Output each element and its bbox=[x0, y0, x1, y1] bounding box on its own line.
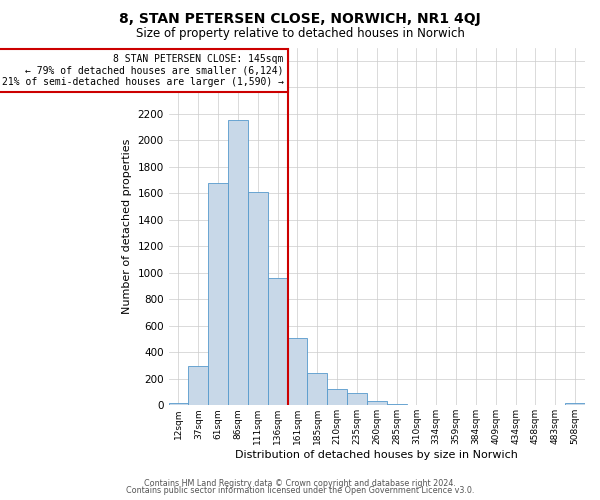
Bar bbox=[268, 278, 287, 406]
Bar bbox=[347, 392, 367, 406]
Text: Size of property relative to detached houses in Norwich: Size of property relative to detached ho… bbox=[136, 28, 464, 40]
Y-axis label: Number of detached properties: Number of detached properties bbox=[122, 138, 132, 314]
Text: 8 STAN PETERSEN CLOSE: 145sqm
← 79% of detached houses are smaller (6,124)
21% o: 8 STAN PETERSEN CLOSE: 145sqm ← 79% of d… bbox=[2, 54, 284, 88]
Bar bbox=[367, 400, 387, 406]
Bar bbox=[387, 404, 407, 406]
Bar bbox=[208, 182, 228, 406]
Bar bbox=[287, 338, 307, 406]
X-axis label: Distribution of detached houses by size in Norwich: Distribution of detached houses by size … bbox=[235, 450, 518, 460]
Text: 8, STAN PETERSEN CLOSE, NORWICH, NR1 4QJ: 8, STAN PETERSEN CLOSE, NORWICH, NR1 4QJ bbox=[119, 12, 481, 26]
Text: Contains public sector information licensed under the Open Government Licence v3: Contains public sector information licen… bbox=[126, 486, 474, 495]
Bar bbox=[188, 366, 208, 406]
Bar bbox=[327, 390, 347, 406]
Bar bbox=[248, 192, 268, 406]
Bar bbox=[228, 120, 248, 406]
Bar bbox=[407, 404, 427, 406]
Text: Contains HM Land Registry data © Crown copyright and database right 2024.: Contains HM Land Registry data © Crown c… bbox=[144, 478, 456, 488]
Bar bbox=[307, 373, 327, 406]
Bar bbox=[169, 402, 188, 406]
Bar bbox=[565, 404, 585, 406]
